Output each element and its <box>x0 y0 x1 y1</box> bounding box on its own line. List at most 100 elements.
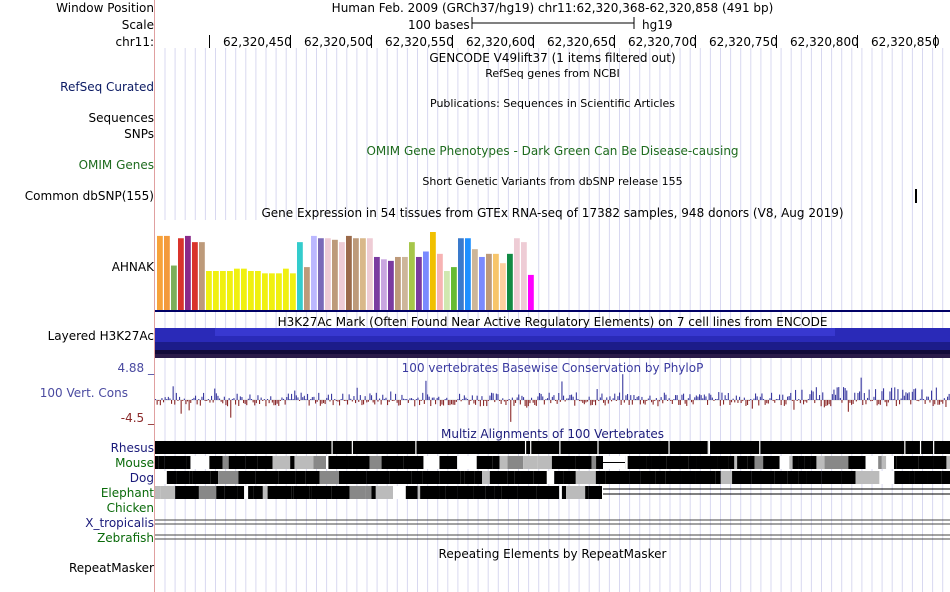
gtex-chart-bg <box>155 220 535 310</box>
gtex-tissue-bar[interactable] <box>234 268 240 310</box>
gtex-tissue-bar[interactable] <box>416 256 422 310</box>
gtex-tissue-bar[interactable] <box>451 267 457 310</box>
gtex-tissue-bar[interactable] <box>486 253 492 310</box>
gtex-gene-label[interactable]: AHNAK <box>111 260 154 274</box>
gtex-tissue-bar[interactable] <box>206 271 212 310</box>
gtex-tissue-bar[interactable] <box>332 239 338 310</box>
gtex-tissue-bar[interactable] <box>178 238 184 310</box>
gtex-tissue-bar[interactable] <box>514 238 520 310</box>
refseq-track-title[interactable]: RefSeq genes from NCBI <box>485 67 620 80</box>
ruler-tick-label: 62,320,500 <box>304 35 373 49</box>
multiz-alignment-rows[interactable] <box>155 441 950 546</box>
gtex-tissue-bar[interactable] <box>479 256 485 310</box>
gtex-tissue-bar[interactable] <box>304 267 310 310</box>
refseq-curated-label[interactable]: RefSeq Curated <box>60 80 154 94</box>
phylop-score-bar <box>916 400 918 401</box>
phylop-score-bar <box>499 400 501 401</box>
gtex-tissue-bar[interactable] <box>430 232 436 310</box>
gtex-tissue-bar[interactable] <box>213 271 219 310</box>
h3k27ac-track-title[interactable]: H3K27Ac Mark (Often Found Near Active Re… <box>277 315 828 329</box>
gtex-tissue-bar[interactable] <box>227 271 233 310</box>
gtex-tissue-bar[interactable] <box>507 253 513 310</box>
multiz-track-title[interactable]: Multiz Alignments of 100 Vertebrates <box>440 427 665 441</box>
gtex-tissue-bar[interactable] <box>199 242 205 310</box>
gtex-tissue-bar[interactable] <box>192 242 198 310</box>
gtex-tissue-bar[interactable] <box>346 235 352 310</box>
gtex-tissue-bar[interactable] <box>171 265 177 310</box>
publications-track-title[interactable]: Publications: Sequences in Scientific Ar… <box>430 97 675 110</box>
gtex-tissue-bar[interactable] <box>269 273 275 310</box>
alignment-gap <box>668 441 670 454</box>
gencode-track-title[interactable]: GENCODE V49lift37 (1 items filtered out) <box>429 51 676 65</box>
common-dbsnp-label[interactable]: Common dbSNP(155) <box>24 189 154 203</box>
phylop-score-bar <box>364 396 366 400</box>
species-rhesus-label[interactable]: Rhesus <box>110 441 154 455</box>
gtex-tissue-bar[interactable] <box>381 259 387 310</box>
window-position-value[interactable]: Human Feb. 2009 (GRCh37/hg19) chr11:62,3… <box>331 1 774 15</box>
species-dog-label[interactable]: Dog <box>129 471 154 485</box>
phylop-score-bar <box>707 400 709 405</box>
phylop-score-bar <box>740 400 742 404</box>
gtex-tissue-bar[interactable] <box>360 238 366 310</box>
gtex-tissue-bar[interactable] <box>290 273 296 310</box>
gtex-tissue-bar[interactable] <box>409 242 415 310</box>
gtex-tissue-bar[interactable] <box>248 271 254 310</box>
gtex-tissue-bar[interactable] <box>465 238 471 310</box>
gtex-tissue-bar[interactable] <box>311 235 317 310</box>
conservation-track-title[interactable]: 100 vertebrates Basewise Conservation by… <box>401 361 704 375</box>
gtex-tissue-bar[interactable] <box>423 251 429 311</box>
repeatmasker-label[interactable]: RepeatMasker <box>68 561 154 575</box>
species-elephant-label[interactable]: Elephant <box>100 486 154 500</box>
gtex-tissue-bar[interactable] <box>276 273 282 310</box>
gtex-tissue-bar[interactable] <box>458 238 464 310</box>
gtex-tissue-bar[interactable] <box>367 238 373 310</box>
gtex-tissue-bar[interactable] <box>353 238 359 310</box>
alignment-block <box>190 456 210 469</box>
species-xtropicalis-label[interactable]: X_tropicalis <box>85 516 154 530</box>
gtex-tissue-bar[interactable] <box>283 268 289 310</box>
repeatmasker-track-title[interactable]: Repeating Elements by RepeatMasker <box>438 547 667 561</box>
snps-label[interactable]: SNPs <box>124 127 154 141</box>
snp-marker[interactable] <box>915 189 917 203</box>
sequences-label[interactable]: Sequences <box>88 111 154 125</box>
species-chicken-label[interactable]: Chicken <box>106 501 154 515</box>
gtex-expression-chart[interactable] <box>155 220 950 315</box>
alignment-block <box>909 471 915 484</box>
gtex-tissue-bar[interactable] <box>444 271 450 310</box>
alignment-block <box>588 486 602 499</box>
gtex-tissue-bar[interactable] <box>472 249 478 310</box>
gtex-tissue-bar[interactable] <box>521 242 527 310</box>
gtex-tissue-bar[interactable] <box>388 260 394 310</box>
gtex-tissue-bar[interactable] <box>339 242 345 310</box>
gtex-tissue-bar[interactable] <box>157 235 163 310</box>
species-zebrafish-label[interactable]: Zebrafish <box>97 531 154 545</box>
h3k27ac-signal[interactable] <box>155 328 950 358</box>
gtex-tissue-bar[interactable] <box>262 273 268 310</box>
gtex-tissue-bar[interactable] <box>325 238 331 310</box>
gtex-track-title[interactable]: Gene Expression in 54 tissues from GTEx … <box>261 206 844 220</box>
gtex-tissue-bar[interactable] <box>493 253 499 310</box>
gtex-tissue-bar[interactable] <box>241 268 247 310</box>
species-mouse-label[interactable]: Mouse <box>115 456 154 470</box>
phylop-score-bar <box>457 399 459 400</box>
gtex-tissue-bar[interactable] <box>374 256 380 310</box>
phylop-score-bar <box>689 394 691 400</box>
gtex-tissue-bar[interactable] <box>437 253 443 310</box>
gtex-tissue-bar[interactable] <box>255 271 261 310</box>
layered-h3k27ac-label[interactable]: Layered H3K27Ac <box>47 329 154 343</box>
gtex-tissue-bar[interactable] <box>395 256 401 310</box>
gtex-tissue-bar[interactable] <box>500 263 506 310</box>
omim-track-title[interactable]: OMIM Gene Phenotypes - Dark Green Can Be… <box>366 144 739 158</box>
gtex-tissue-bar[interactable] <box>318 238 324 310</box>
phylop-conservation-graph[interactable] <box>155 374 950 427</box>
omim-genes-label[interactable]: OMIM Genes <box>78 158 154 172</box>
gtex-tissue-bar[interactable] <box>528 274 534 310</box>
gtex-tissue-bar[interactable] <box>297 242 303 310</box>
dbsnp-track-title[interactable]: Short Genetic Variants from dbSNP releas… <box>422 175 683 188</box>
alignment-block <box>737 456 748 469</box>
gtex-tissue-bar[interactable] <box>402 256 408 310</box>
gtex-tissue-bar[interactable] <box>220 271 226 310</box>
conservation-track-label[interactable]: 100 Vert. Cons <box>39 386 128 400</box>
gtex-tissue-bar[interactable] <box>185 235 191 310</box>
gtex-tissue-bar[interactable] <box>164 235 170 310</box>
